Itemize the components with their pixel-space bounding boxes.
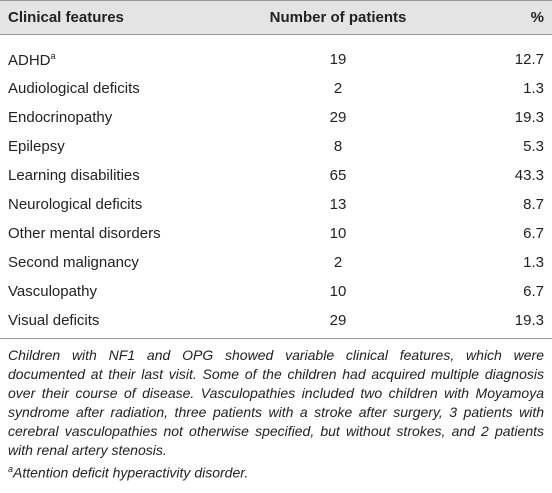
feature-name: Endocrinopathy — [8, 109, 113, 126]
table-body: ADHDa 19 12.7 Audiological deficits 2 1.3 Endo… — [0, 35, 552, 339]
percent-cell: 1.3 — [523, 254, 544, 271]
feature-name: Visual deficits — [8, 312, 100, 329]
table-row: Neurological deficits 13 8.7 — [0, 190, 552, 219]
feature-cell: Endocrinopathy — [0, 103, 230, 132]
count-cell: 19 — [329, 51, 347, 68]
percent-cell: 6.7 — [523, 225, 544, 242]
feature-cell: ADHDa — [0, 35, 230, 75]
feature-cell: Epilepsy — [0, 132, 230, 161]
feature-name: Audiological deficits — [8, 80, 140, 97]
feature-cell: Other mental disorders — [0, 219, 230, 248]
feature-cell: Learning disabilities — [0, 161, 230, 190]
table-row: Vasculopathy 10 6.7 — [0, 277, 552, 306]
feature-cell: Visual deficits — [0, 306, 230, 339]
footnote-text: Children with NF1 and OPG showed variabl… — [8, 347, 544, 458]
count-cell: 13 — [329, 196, 347, 213]
count-cell: 65 — [329, 167, 347, 184]
percent-cell: 19.3 — [446, 306, 552, 339]
table-row: Other mental disorders 10 6.7 — [0, 219, 552, 248]
percent-cell: 12.7 — [514, 51, 544, 68]
table-row: Epilepsy 8 5.3 — [0, 132, 552, 161]
table: Clinical features Number of patients % A… — [0, 0, 552, 339]
percent-cell: 5.3 — [523, 138, 544, 155]
feature-name: Learning disabilities — [8, 167, 140, 184]
abbreviation-text: Attention deficit hyperactivity disorder… — [13, 464, 249, 481]
footnote-marker: a — [8, 464, 14, 474]
feature-cell: Vasculopathy — [0, 277, 230, 306]
count-cell: 10 — [329, 225, 347, 242]
count-cell: 2 — [333, 254, 343, 271]
feature-name: ADHD — [8, 51, 51, 69]
header-cell: Clinical features — [0, 0, 230, 35]
percent-cell: 8.7 — [523, 196, 544, 213]
table-row: Learning disabilities 65 43.3 — [0, 161, 552, 190]
feature-name: Epilepsy — [8, 138, 65, 155]
table-row: Visual deficits 29 19.3 — [0, 306, 552, 339]
feature-cell: Second malignancy — [0, 248, 230, 277]
count-cell: 8 — [333, 138, 343, 155]
feature-name: Other mental disorders — [8, 225, 161, 242]
feature-marker: a — [50, 50, 56, 61]
count-cell: 10 — [329, 283, 347, 300]
feature-name: Neurological deficits — [8, 196, 143, 213]
count-cell: 29 — [329, 109, 347, 126]
percent-cell: 1.3 — [523, 80, 544, 97]
footnote-abbreviation: aAttention deficit hyperactivity disorde… — [8, 460, 544, 483]
percent-cell: 43.3 — [514, 167, 544, 184]
header-cell: Number of patients — [230, 0, 446, 35]
table-row: Second malignancy 2 1.3 — [0, 248, 552, 277]
header-cell: % — [446, 0, 552, 35]
footnotes: Children with NF1 and OPG showed variabl… — [0, 339, 552, 483]
feature-name: Second malignancy — [8, 254, 139, 271]
feature-cell: Audiological deficits — [0, 74, 230, 103]
table-row: Endocrinopathy 29 19.3 — [0, 103, 552, 132]
feature-cell: Neurological deficits — [0, 190, 230, 219]
table-row: Audiological deficits 2 1.3 — [0, 74, 552, 103]
header-row: Clinical features Number of patients % — [0, 0, 552, 35]
count-cell: 29 — [230, 306, 446, 339]
feature-name: Vasculopathy — [8, 283, 97, 300]
percent-cell: 6.7 — [523, 283, 544, 300]
count-cell: 2 — [333, 80, 343, 97]
table-row: ADHDa 19 12.7 — [0, 35, 552, 75]
percent-cell: 19.3 — [514, 109, 544, 126]
